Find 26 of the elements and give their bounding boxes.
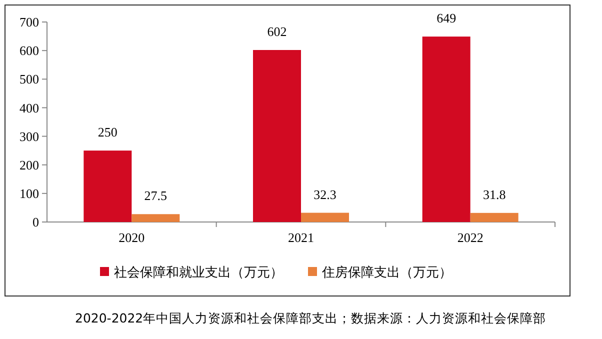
- y-tick-label: 300: [20, 128, 39, 144]
- x-tick-label: 2022: [457, 230, 484, 245]
- y-tick-label: 0: [32, 214, 39, 230]
- y-tick-label: 400: [20, 100, 39, 116]
- y-tick-label: 500: [20, 72, 39, 87]
- text: 2020-2022年中国人力资源和社会保障部支出；数据来源：人力资源和社会保障部: [75, 310, 546, 326]
- data-label: 250: [98, 124, 118, 140]
- data-label: 649: [436, 10, 456, 26]
- bar: [132, 214, 180, 222]
- bar: [422, 36, 470, 222]
- y-tick-label: 200: [20, 157, 39, 172]
- bar: [84, 150, 132, 222]
- y-tick-label: 600: [20, 43, 39, 58]
- y-tick-label: 700: [20, 14, 39, 30]
- legend-label: 社会保障和就业支出（万元）: [114, 266, 283, 281]
- x-tick-label: 2020: [118, 230, 145, 245]
- x-tick-label: 2021: [288, 230, 314, 245]
- bar: [470, 212, 518, 222]
- legend-label: 住房保障支出（万元）: [321, 264, 452, 281]
- bar: [253, 50, 301, 222]
- data-label: 602: [267, 24, 287, 39]
- data-label: 32.3: [314, 186, 336, 202]
- bar: [301, 212, 349, 222]
- data-label: 27.5: [144, 188, 168, 204]
- data-label: 31.8: [482, 186, 506, 202]
- y-tick-label: 100: [20, 186, 39, 201]
